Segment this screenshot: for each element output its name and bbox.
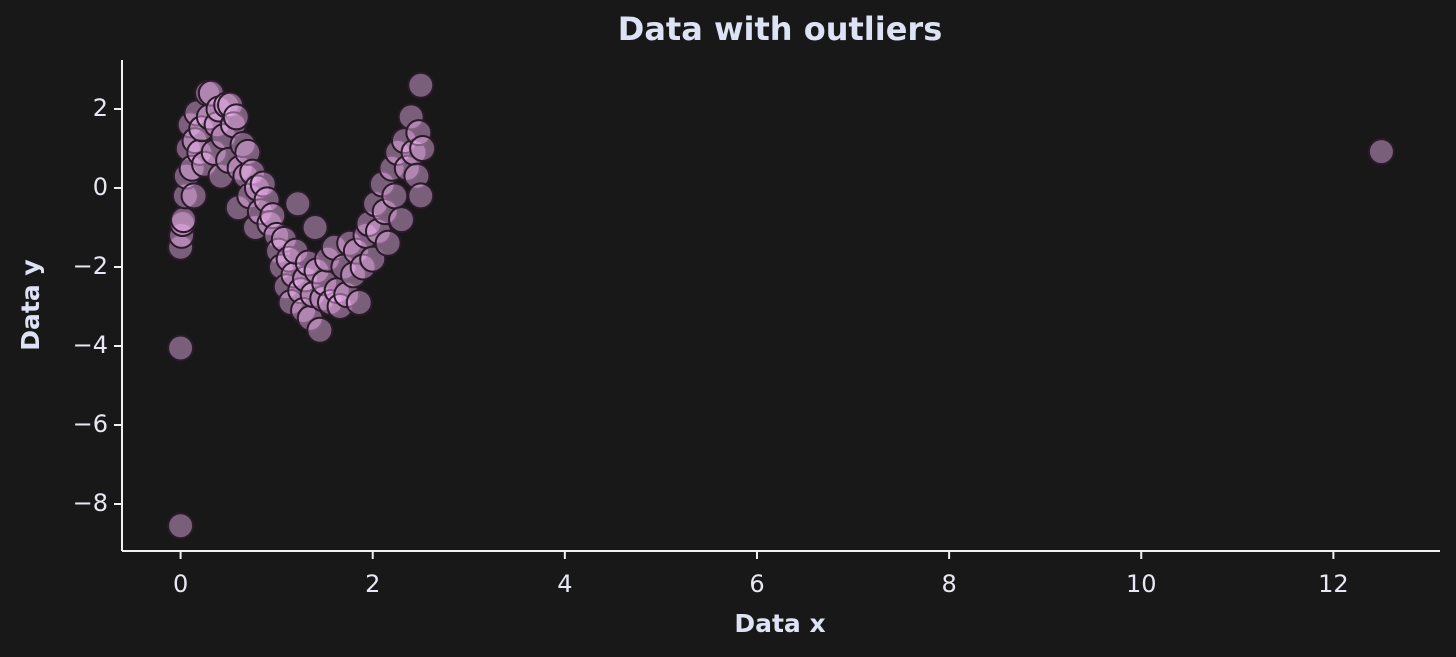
point	[374, 229, 402, 257]
x-tick-label: 10	[1126, 570, 1157, 598]
y-tick-label: 2	[93, 94, 108, 122]
point	[234, 138, 262, 166]
point	[407, 71, 435, 99]
x-tick-label: 8	[941, 570, 956, 598]
point	[171, 182, 199, 210]
point	[409, 134, 437, 162]
point	[378, 154, 406, 182]
point	[249, 170, 277, 198]
y-tick-label: −6	[73, 410, 108, 438]
point	[259, 202, 287, 230]
y-axis-label: Data y	[16, 259, 45, 350]
point	[403, 162, 431, 190]
y-tick-label: −8	[73, 489, 108, 517]
point	[169, 206, 197, 234]
point	[180, 182, 208, 210]
point	[222, 103, 250, 131]
point	[284, 190, 312, 218]
point	[381, 182, 409, 210]
y-tick-label: −2	[73, 252, 108, 280]
y-tick-label: −4	[73, 331, 108, 359]
point	[345, 289, 373, 317]
point	[407, 182, 435, 210]
point	[1367, 138, 1395, 166]
point	[397, 103, 425, 131]
point	[342, 237, 370, 265]
chart-title: Data with outliers	[618, 10, 942, 48]
x-tick-label: 6	[749, 570, 764, 598]
point	[167, 512, 195, 540]
x-tick-label: 4	[557, 570, 572, 598]
x-tick-label: 0	[173, 570, 188, 598]
y-tick-label: 0	[93, 173, 108, 201]
x-axis-label: Data x	[734, 609, 825, 638]
point	[229, 131, 257, 159]
x-tick-label: 2	[365, 570, 380, 598]
point	[371, 198, 399, 226]
point	[301, 213, 329, 241]
point	[388, 206, 416, 234]
x-tick-label: 12	[1318, 570, 1349, 598]
point	[306, 316, 334, 344]
point	[167, 334, 195, 362]
point	[405, 119, 433, 147]
